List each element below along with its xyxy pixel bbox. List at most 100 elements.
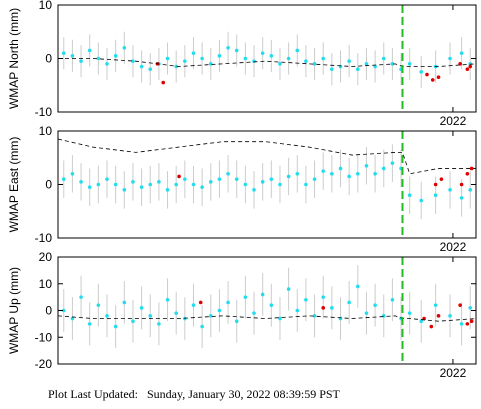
- data-point: [459, 322, 464, 326]
- data-point: [234, 48, 239, 53]
- data-point: [191, 303, 196, 307]
- model-line: [57, 315, 477, 322]
- data-point: [191, 51, 196, 55]
- data-point: [113, 54, 118, 58]
- plot-frame: [57, 256, 477, 365]
- y-tick-label: -10: [35, 330, 53, 344]
- data-point: [465, 67, 470, 71]
- data-point: [226, 46, 230, 50]
- data-point: [465, 322, 470, 326]
- data-point: [278, 316, 282, 321]
- data-point: [269, 54, 274, 58]
- data-point: [148, 182, 153, 187]
- data-point: [183, 59, 187, 63]
- data-point: [356, 67, 360, 71]
- data-point: [321, 306, 326, 310]
- data-point: [260, 292, 265, 297]
- data-point: [295, 172, 300, 176]
- data-point: [113, 182, 118, 187]
- data-point: [96, 182, 101, 187]
- data-point: [217, 177, 222, 181]
- data-point: [226, 300, 230, 305]
- data-point: [433, 303, 438, 307]
- data-point: [61, 308, 66, 313]
- data-point: [139, 306, 144, 310]
- y-axis-label: WMAP East (mm): [7, 137, 21, 233]
- x-tick-label: 2022: [440, 240, 467, 254]
- panel: 20 10 0 -10 -20 2022 WMAP Up (mm): [7, 250, 477, 380]
- y-tick-label: -20: [35, 357, 53, 371]
- data-point: [87, 322, 92, 326]
- data-point: [269, 303, 274, 307]
- data-point: [87, 48, 92, 53]
- data-point: [330, 67, 334, 71]
- data-point: [390, 298, 395, 302]
- data-point: [419, 319, 424, 324]
- data-point: [448, 56, 452, 61]
- data-point: [200, 56, 204, 61]
- data-point: [338, 316, 343, 321]
- y-tick-label: 10: [39, 277, 53, 291]
- data-point: [61, 51, 66, 55]
- data-point: [105, 314, 109, 318]
- data-point: [321, 56, 326, 61]
- data-point: [430, 78, 435, 82]
- data-point: [304, 298, 308, 302]
- data-point: [79, 180, 83, 184]
- data-point: [208, 62, 213, 66]
- data-point: [419, 70, 424, 74]
- data-point: [157, 180, 161, 184]
- data-point: [347, 300, 351, 305]
- data-point: [122, 188, 127, 192]
- data-point: [425, 72, 429, 77]
- data-point: [321, 295, 326, 299]
- data-point: [252, 188, 256, 192]
- data-point: [70, 54, 75, 58]
- data-point: [338, 64, 343, 69]
- y-tick-label: 10: [39, 124, 53, 138]
- data-point: [436, 314, 441, 318]
- data-point: [356, 172, 360, 176]
- data-point: [243, 295, 248, 299]
- data-point: [217, 308, 222, 313]
- data-point: [338, 166, 343, 171]
- data-point: [407, 62, 412, 66]
- data-point: [469, 166, 474, 171]
- data-point: [208, 180, 213, 184]
- panel: 10 0 -10 2022 WMAP North (mm): [7, 0, 477, 128]
- data-point: [364, 163, 369, 168]
- x-tick-label: 2022: [440, 114, 467, 128]
- model-line: [58, 58, 477, 67]
- data-point: [304, 182, 308, 187]
- data-point: [468, 64, 473, 69]
- data-point: [165, 188, 170, 192]
- data-point: [436, 75, 441, 80]
- data-point: [131, 319, 135, 324]
- data-point: [200, 324, 204, 329]
- data-point: [373, 64, 377, 69]
- data-point: [70, 316, 75, 321]
- data-point: [390, 161, 395, 165]
- data-point: [208, 314, 213, 318]
- data-point: [381, 56, 386, 61]
- data-point: [459, 51, 464, 55]
- data-point: [87, 185, 92, 189]
- data-point: [312, 177, 317, 181]
- data-point: [439, 177, 444, 181]
- data-point: [381, 166, 386, 171]
- data-point: [131, 59, 135, 63]
- data-point: [122, 300, 127, 305]
- data-point: [468, 62, 473, 66]
- data-point: [347, 174, 351, 179]
- data-point: [243, 56, 248, 61]
- data-point: [122, 46, 127, 50]
- data-point: [269, 177, 274, 181]
- data-point: [61, 177, 66, 181]
- plot-frame: [57, 4, 477, 113]
- data-point: [174, 182, 178, 187]
- data-point: [148, 314, 153, 318]
- data-point: [198, 300, 203, 305]
- data-point: [364, 62, 369, 66]
- data-point: [459, 196, 464, 200]
